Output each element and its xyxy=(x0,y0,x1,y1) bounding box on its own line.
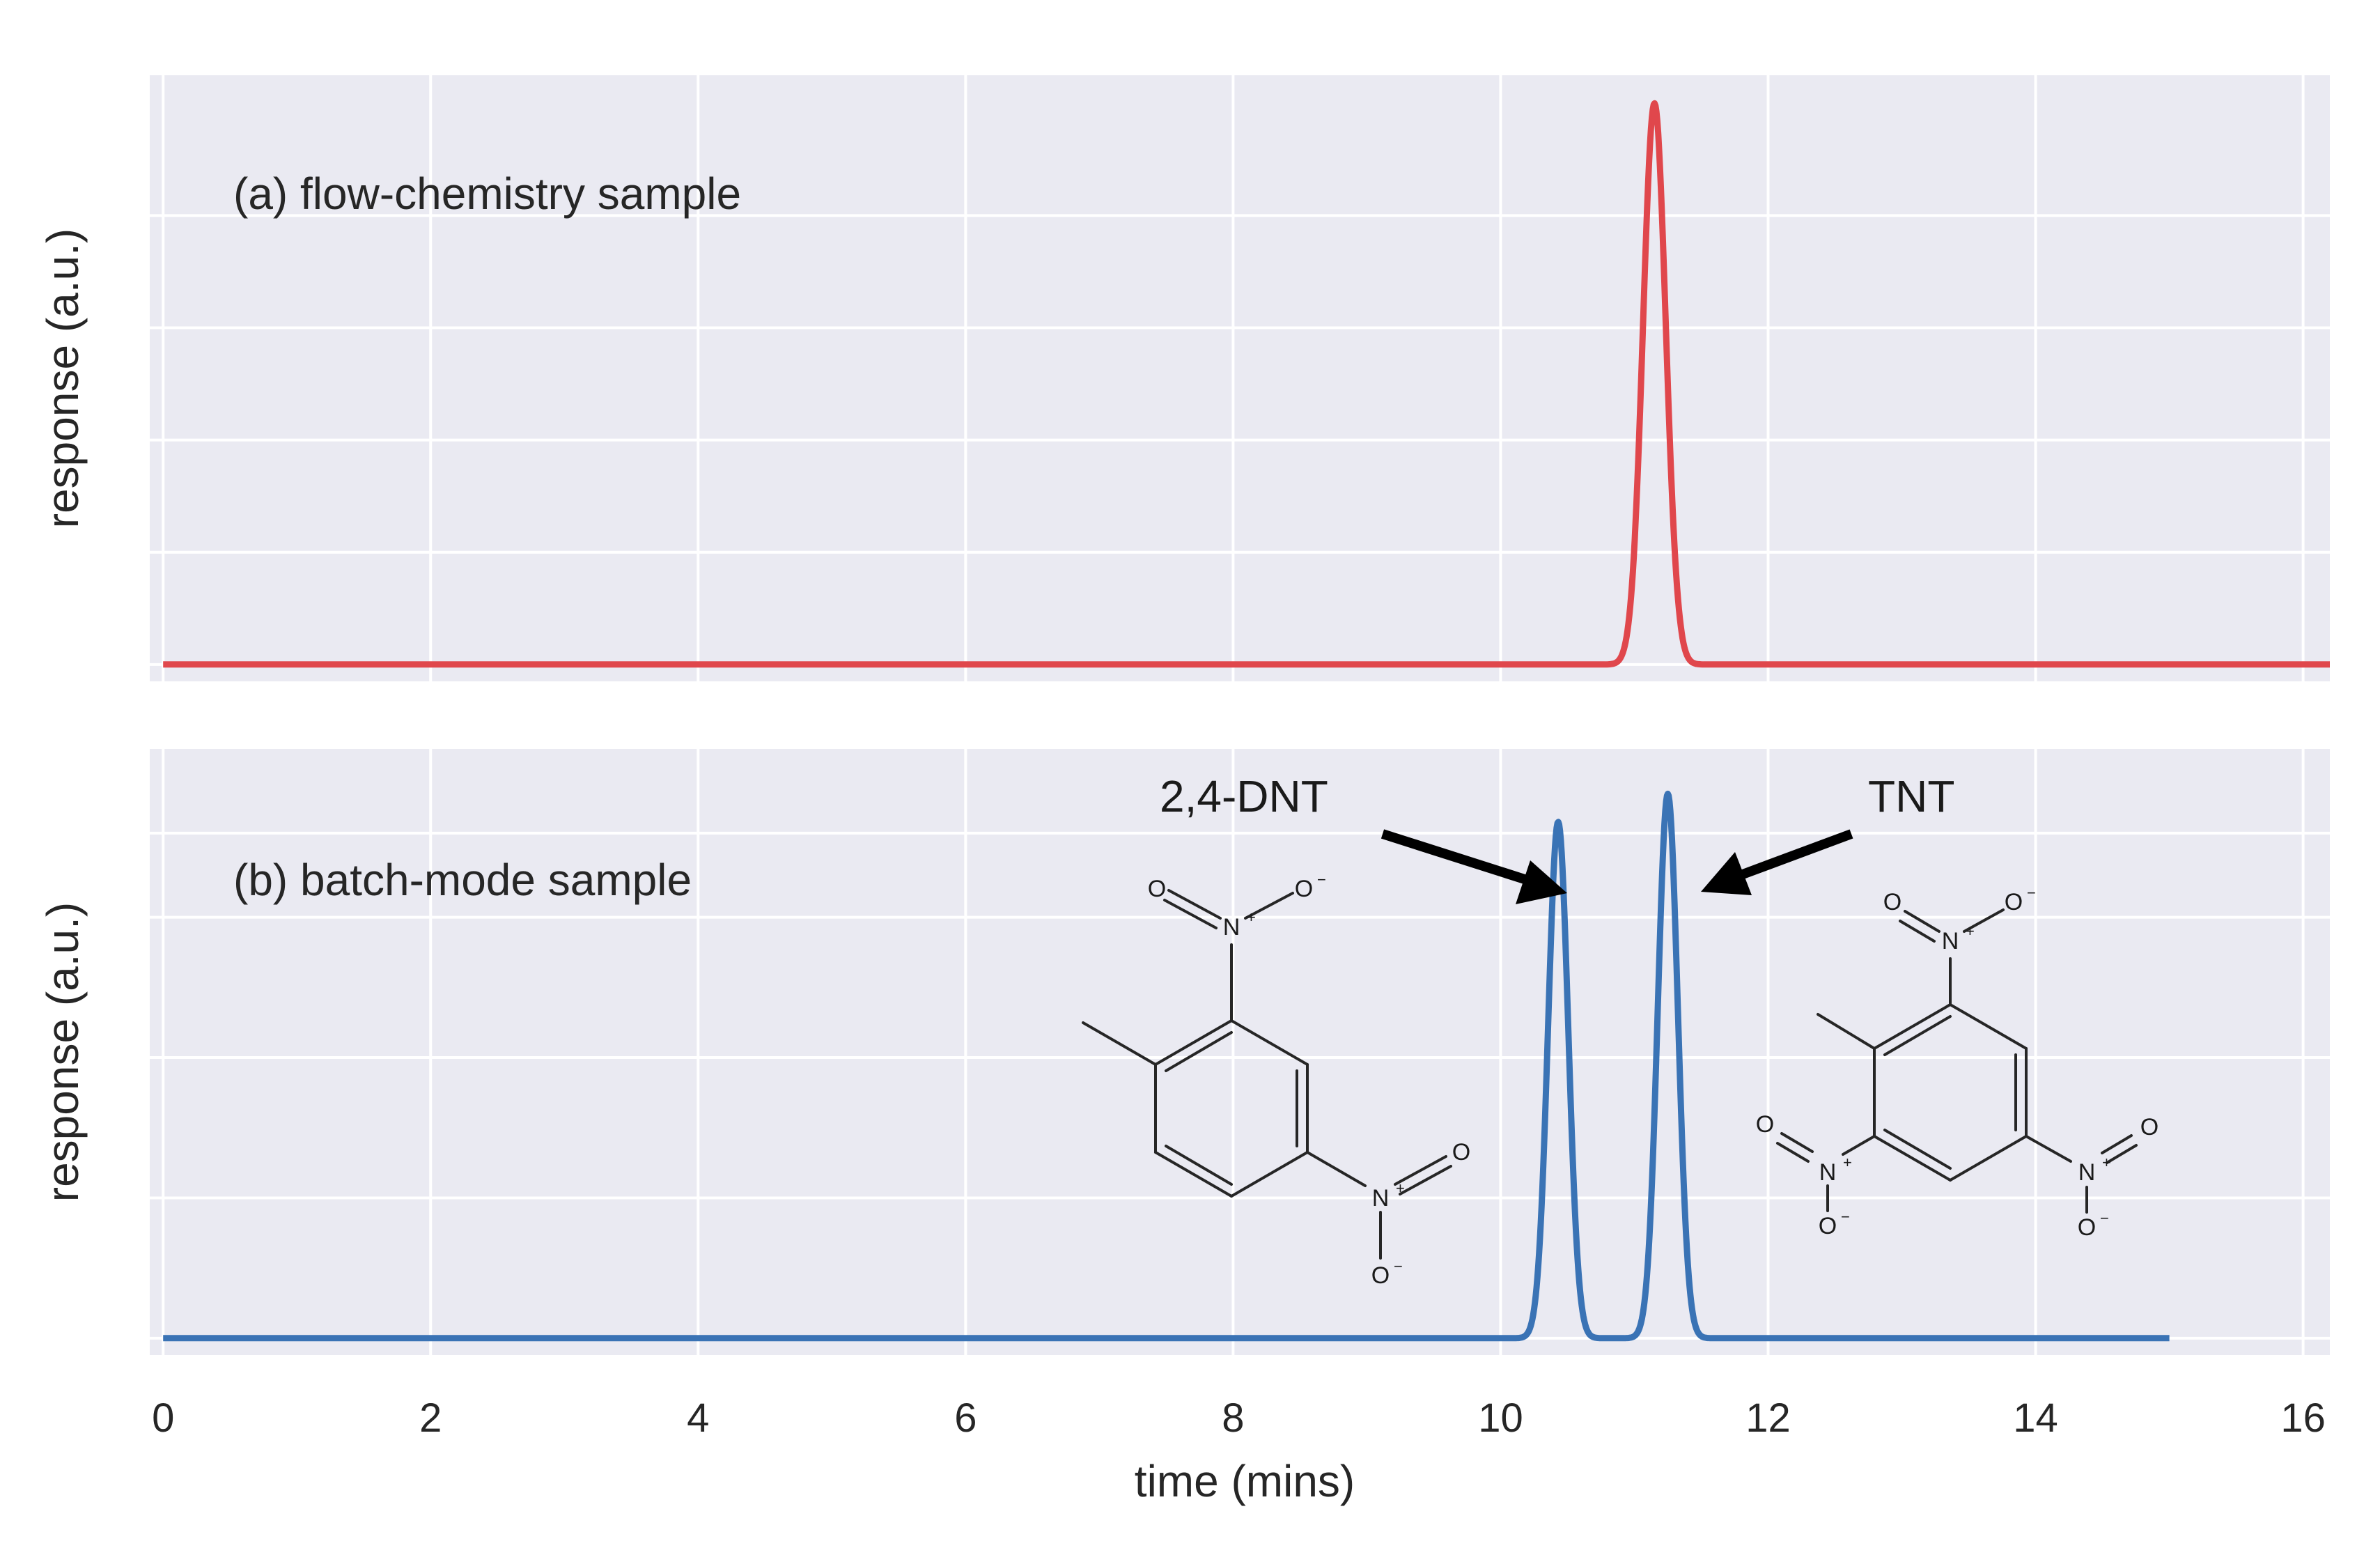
tnt-bond xyxy=(1883,1015,1952,1056)
tnt-bond xyxy=(1904,910,1940,933)
tnt-bond xyxy=(2106,1144,2138,1164)
dnt-bond xyxy=(1399,1165,1452,1195)
tnt-nitrogen-charge: + xyxy=(2102,1154,2111,1171)
dnt-bond xyxy=(1165,1145,1233,1186)
dnt-oxygen-charge: − xyxy=(1394,1257,1403,1275)
dnt-oxygen-charge: − xyxy=(1317,871,1326,888)
dnt-bond xyxy=(1163,899,1218,929)
dnt-bond xyxy=(1167,889,1222,920)
x-tick-label: 16 xyxy=(2280,1395,2326,1441)
dnt-nitrogen-charge: + xyxy=(1396,1179,1405,1197)
dnt-nitrogen-charge: + xyxy=(1247,908,1256,926)
tnt-oxygen-anion: O xyxy=(2005,889,2023,915)
x-tick-label: 2 xyxy=(419,1395,442,1441)
tnt-bond xyxy=(1780,1132,1814,1153)
tnt-oxygen-anion: O xyxy=(2078,1214,2096,1241)
tnt-nitrogen-charge: + xyxy=(1843,1154,1852,1171)
tnt-nitrogen-charge: + xyxy=(1966,922,1975,940)
tnt-oxygen: O xyxy=(1756,1111,1774,1138)
dnt-bond xyxy=(1244,892,1294,920)
tnt-bond xyxy=(2101,1134,2133,1154)
panel-a-label: (a) flow-chemistry sample xyxy=(233,169,741,219)
dnt-structure: N + O O − N + O O − xyxy=(1082,871,1470,1289)
dnt-nitrogen: N xyxy=(1223,914,1240,941)
x-tick-label: 12 xyxy=(1745,1395,1791,1441)
dnt-methyl-bond xyxy=(1082,1021,1157,1066)
panel-b-background xyxy=(150,749,2330,1355)
tnt-bond xyxy=(2025,1135,2072,1163)
tnt-nitrogen: N xyxy=(1819,1159,1837,1186)
dnt-bond xyxy=(1165,1031,1233,1072)
arrow-tnt-shaft xyxy=(1741,829,1853,879)
annotation-dnt: 2,4-DNT xyxy=(1160,771,1328,821)
x-tick-label: 10 xyxy=(1478,1395,1523,1441)
x-tick-label: 8 xyxy=(1222,1395,1244,1441)
x-tick-labels: 0 2 4 6 8 10 12 14 16 xyxy=(152,1395,2326,1441)
dnt-oxygen: O xyxy=(1148,876,1166,902)
dnt-bond xyxy=(1306,1151,1367,1187)
panel-b-label: (b) batch-mode sample xyxy=(233,855,692,905)
tnt-bond xyxy=(1963,908,2005,933)
tnt-bond xyxy=(1899,920,1936,943)
x-tick-label: 14 xyxy=(2013,1395,2058,1441)
tnt-bond xyxy=(1883,1129,1952,1170)
annotation-tnt: TNT xyxy=(1868,771,1954,821)
tnt-nitrogen: N xyxy=(2078,1159,2096,1186)
dnt-oxygen-anion: O xyxy=(1371,1262,1390,1289)
flow-chemistry-trace xyxy=(161,100,2333,668)
dnt-bond xyxy=(1394,1155,1447,1186)
tnt-bond xyxy=(1873,1135,1952,1182)
x-axis-label: time (mins) xyxy=(1135,1456,1355,1506)
dnt-oxygen: O xyxy=(1452,1139,1470,1166)
tnt-oxygen-anion: O xyxy=(1819,1213,1837,1239)
x-tick-label: 0 xyxy=(152,1395,174,1441)
arrow-dnt-head xyxy=(1516,860,1567,904)
tnt-methyl-bond xyxy=(1817,1013,1876,1050)
x-tick-label: 4 xyxy=(687,1395,709,1441)
x-tick-label: 6 xyxy=(954,1395,977,1441)
panel-b: N + O O − N + O O − xyxy=(38,749,2330,1506)
tnt-bond xyxy=(1949,1135,2028,1182)
arrow-tnt-head xyxy=(1701,852,1752,895)
tnt-structure: N + O O − N + O O − N + O O − xyxy=(1756,884,2159,1241)
dnt-nitrogen: N xyxy=(1372,1185,1390,1212)
tnt-oxygen-charge: − xyxy=(2100,1209,2109,1227)
dnt-bond xyxy=(1154,1019,1233,1066)
dnt-bond xyxy=(1154,1151,1233,1198)
tnt-bond xyxy=(1873,1003,1952,1050)
panel-a: (a) flow-chemistry sample response (a.u.… xyxy=(38,75,2333,681)
tnt-bond xyxy=(1842,1135,1876,1156)
dnt-bond xyxy=(1230,1019,1309,1066)
panel-a-ylabel: response (a.u.) xyxy=(38,229,88,528)
dnt-oxygen-anion: O xyxy=(1295,876,1313,902)
tnt-oxygen: O xyxy=(2140,1114,2159,1140)
tnt-nitrogen: N xyxy=(1942,928,1959,954)
arrow-dnt-shaft xyxy=(1380,829,1531,885)
tnt-bond xyxy=(1776,1142,1810,1163)
panel-b-ylabel: response (a.u.) xyxy=(38,902,88,1202)
dnt-bond xyxy=(1230,1151,1309,1198)
tnt-oxygen-charge: − xyxy=(2027,884,2036,901)
panel-a-background xyxy=(150,75,2330,681)
tnt-oxygen-charge: − xyxy=(1841,1208,1850,1225)
tnt-oxygen: O xyxy=(1883,889,1901,915)
tnt-bond xyxy=(1949,1003,2028,1050)
batch-mode-trace xyxy=(160,790,2172,1342)
